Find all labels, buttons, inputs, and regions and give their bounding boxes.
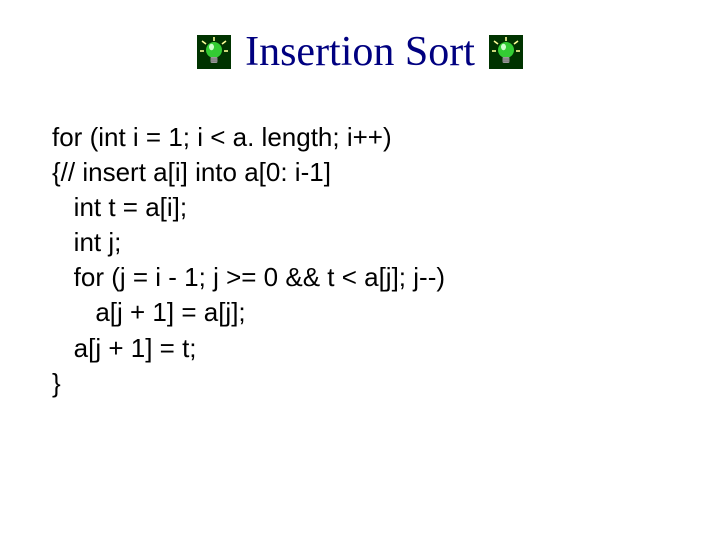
code-line: } — [52, 366, 668, 401]
code-line: a[j + 1] = t; — [52, 331, 668, 366]
code-line: {// insert a[i] into a[0: i-1] — [52, 155, 668, 190]
slide: Insertion Sort for (int i = 1; i < a. le… — [0, 0, 720, 540]
code-line: int j; — [52, 225, 668, 260]
lightbulb-icon — [489, 35, 523, 69]
title-row: Insertion Sort — [0, 28, 720, 76]
lightbulb-icon — [197, 35, 231, 69]
code-line: for (j = i - 1; j >= 0 && t < a[j]; j--) — [52, 260, 668, 295]
code-line: int t = a[i]; — [52, 190, 668, 225]
code-line: for (int i = 1; i < a. length; i++) — [52, 120, 668, 155]
code-line: a[j + 1] = a[j]; — [52, 295, 668, 330]
code-block: for (int i = 1; i < a. length; i++) {// … — [52, 120, 668, 401]
slide-title: Insertion Sort — [245, 28, 475, 76]
